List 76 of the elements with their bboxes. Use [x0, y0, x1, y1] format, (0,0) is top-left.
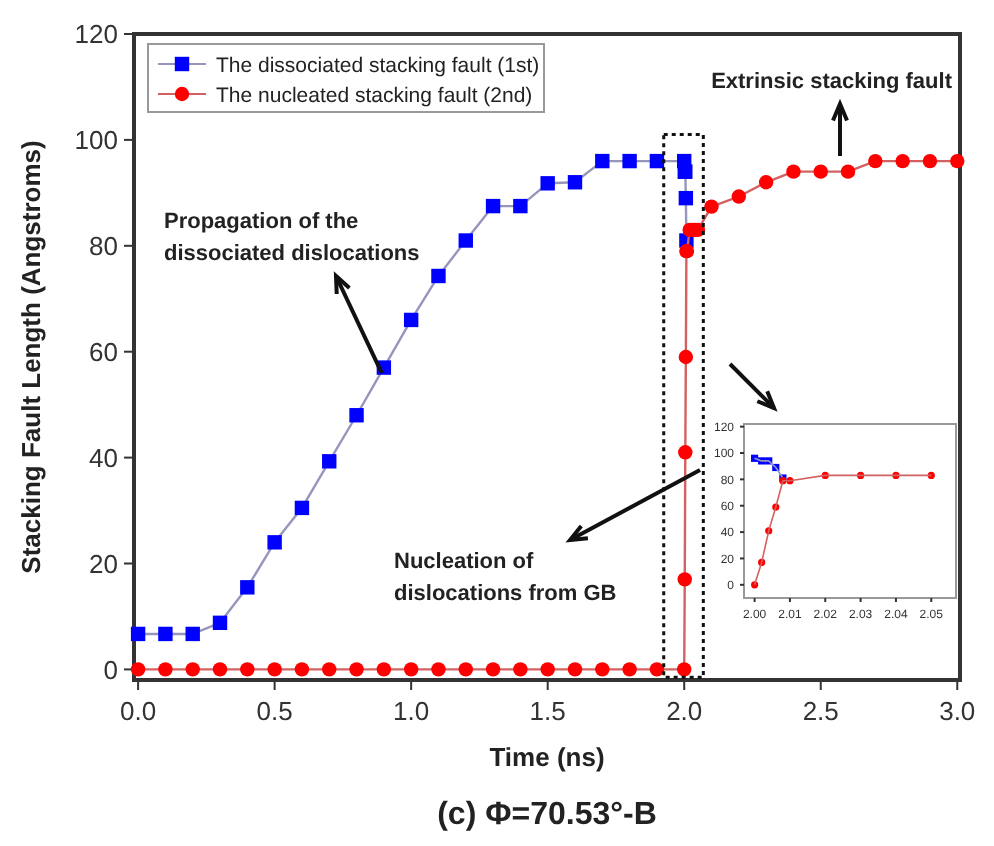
x-tick-label: 1.0: [393, 696, 430, 726]
x-axis-title: Time (ns): [489, 742, 605, 772]
point: [240, 662, 255, 677]
point: [922, 153, 938, 169]
y-tick-label: 60: [89, 336, 118, 367]
y-tick-label: 40: [89, 442, 118, 473]
point: [212, 615, 228, 631]
point: [677, 572, 692, 587]
point: [458, 662, 473, 677]
point: [376, 662, 392, 677]
point: [403, 662, 419, 677]
point: [678, 190, 694, 206]
point: [240, 580, 255, 595]
y-axis-title: Stacking Fault Length (Angstroms): [16, 140, 46, 574]
point: [267, 662, 282, 677]
point: [185, 626, 200, 642]
annotation: Nucleation of dislocations from GB: [394, 550, 617, 606]
point: [704, 199, 719, 214]
point: [212, 662, 228, 677]
annotation: Extrinsic stacking fault: [711, 70, 953, 94]
point: [678, 445, 693, 460]
point: [513, 662, 528, 677]
point: [622, 153, 637, 169]
point: [431, 268, 446, 284]
point: [595, 153, 610, 169]
point: [950, 153, 965, 169]
point: [895, 153, 910, 169]
legend-label: The nucleated stacking fault (2nd): [216, 84, 533, 108]
text: (c) Φ=70.53°-B: [437, 798, 657, 832]
y-tick-label: 20: [89, 548, 118, 579]
point: [458, 233, 473, 248]
annotation: Propagation of the dissociated dislocations: [164, 210, 420, 266]
point: [927, 471, 935, 480]
x-tick-label: 2.0: [666, 696, 703, 726]
point: [540, 662, 555, 677]
point: [758, 175, 774, 190]
y-tick-label: 100: [74, 125, 118, 155]
point: [622, 662, 637, 677]
legend-label: The dissociated stacking fault (1st): [216, 54, 540, 78]
point: [267, 535, 282, 550]
point: [731, 189, 747, 204]
point: [130, 662, 146, 677]
x-tick-label: 0.0: [120, 696, 157, 726]
point: [158, 662, 173, 677]
point: [403, 312, 419, 328]
point: [294, 662, 310, 677]
x-tick-label: 2.5: [802, 696, 839, 726]
point: [485, 198, 501, 214]
point: [322, 662, 337, 677]
point: [349, 662, 364, 677]
point: [678, 349, 694, 365]
point: [868, 153, 883, 169]
point: [431, 662, 446, 677]
y-tick-label: 80: [89, 230, 118, 261]
point: [677, 662, 692, 677]
point: [322, 454, 337, 469]
point: [595, 662, 610, 677]
y-tick-label: 0: [103, 654, 118, 685]
point: [158, 626, 173, 642]
point: [840, 164, 856, 179]
point: [185, 662, 200, 677]
point: [513, 198, 528, 214]
point: [130, 626, 146, 642]
point: [567, 175, 583, 190]
point: [813, 164, 828, 179]
point: [485, 662, 501, 677]
x-tick-label: 3.0: [939, 696, 976, 726]
x-tick-label: 1.5: [529, 696, 566, 726]
point: [567, 662, 583, 677]
point: [786, 164, 801, 179]
x-tick-label: 0.5: [256, 696, 293, 726]
point: [349, 408, 364, 423]
point: [649, 662, 665, 677]
y-tick-label: 120: [74, 19, 118, 50]
point: [294, 500, 310, 516]
point: [540, 176, 555, 191]
